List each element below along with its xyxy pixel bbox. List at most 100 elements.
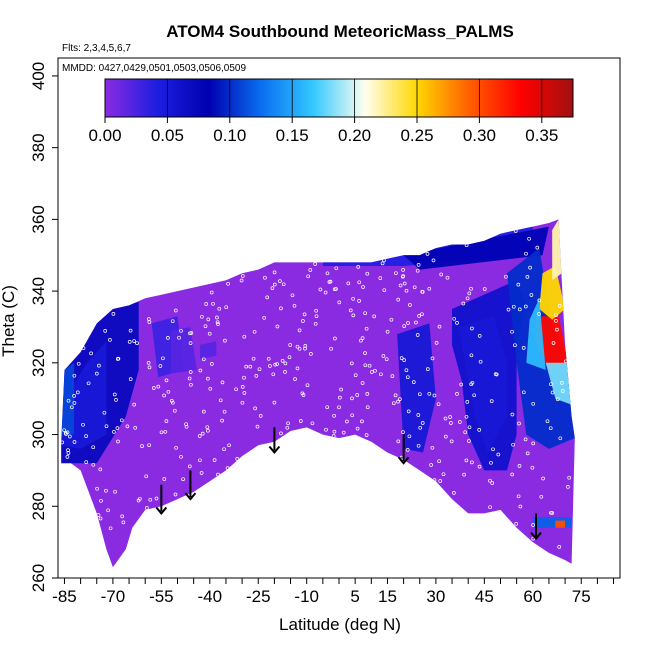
observation-point: [147, 443, 151, 448]
colorbar-tick-label: 0.25: [400, 126, 433, 145]
observation-point: [313, 262, 318, 266]
observation-point: [365, 271, 370, 276]
observation-point: [414, 320, 418, 325]
observation-point: [360, 381, 365, 385]
y-tick-label: 260: [29, 564, 48, 592]
observation-point: [537, 298, 542, 303]
colorbar-tick-label: 0.00: [88, 126, 121, 145]
observation-point: [467, 439, 471, 443]
y-axis-title: Theta (C): [0, 285, 18, 357]
observation-point: [66, 451, 71, 455]
observation-point: [162, 477, 167, 481]
observation-point: [557, 545, 562, 549]
observation-point: [407, 434, 412, 439]
observation-point: [402, 324, 407, 328]
observation-point: [235, 457, 240, 461]
observation-point: [469, 286, 473, 291]
region-hot-spot-plume: [552, 219, 562, 281]
observation-point: [401, 430, 405, 434]
x-tick-label: -40: [198, 587, 223, 606]
observation-point: [346, 281, 351, 286]
observation-point: [555, 327, 559, 332]
observation-point: [140, 444, 144, 448]
observation-point: [116, 439, 120, 444]
observation-point: [523, 437, 528, 442]
observation-point: [144, 474, 149, 479]
observation-point: [472, 393, 477, 398]
observation-point: [557, 304, 562, 308]
observation-point: [566, 485, 570, 489]
observation-point: [301, 393, 306, 397]
observation-point: [560, 389, 565, 393]
x-tick-label: 60: [523, 587, 542, 606]
observation-point: [184, 422, 188, 427]
x-tick-label: 30: [426, 587, 445, 606]
observation-point: [415, 333, 420, 337]
observation-point: [531, 536, 536, 541]
observation-point: [506, 307, 511, 312]
observation-point: [401, 274, 406, 278]
observation-point: [272, 270, 277, 275]
observation-point: [111, 312, 116, 316]
observation-point: [298, 419, 303, 423]
observation-point: [396, 297, 401, 302]
observation-point: [567, 475, 572, 480]
observation-point: [459, 382, 464, 387]
down-arrow: [155, 484, 168, 516]
observation-point: [89, 351, 93, 356]
observation-point: [434, 341, 439, 345]
observation-point: [416, 263, 421, 267]
observation-point: [528, 265, 532, 270]
observation-point: [455, 321, 459, 325]
y-tick-label: 280: [29, 492, 48, 520]
observation-point: [367, 363, 372, 368]
observation-point: [511, 442, 515, 447]
observation-point: [441, 472, 446, 477]
observation-point: [349, 361, 354, 366]
observation-point: [477, 334, 482, 338]
observation-point: [209, 362, 214, 366]
observation-point: [360, 419, 364, 424]
plot-area: [61, 219, 575, 568]
colorbar-tick-label: 0.10: [213, 126, 246, 145]
observation-point: [514, 522, 519, 526]
observation-point: [517, 421, 521, 426]
observation-point: [470, 380, 475, 385]
observation-point: [373, 368, 377, 373]
observation-point: [452, 316, 457, 321]
observation-point: [272, 400, 277, 405]
observation-point: [351, 313, 356, 318]
observation-point: [279, 306, 283, 311]
observation-point: [72, 440, 77, 444]
observation-point: [283, 370, 287, 374]
observation-point: [360, 336, 365, 340]
observation-point: [255, 424, 260, 429]
observation-point: [385, 329, 390, 334]
observation-point: [357, 299, 361, 303]
observation-point: [301, 319, 305, 323]
observation-point: [390, 374, 395, 378]
observation-point: [462, 472, 466, 477]
observation-point: [469, 353, 474, 358]
observation-point: [489, 460, 493, 465]
observation-point: [478, 359, 483, 364]
observation-point: [355, 393, 360, 397]
observation-point: [271, 372, 276, 377]
observation-point: [179, 454, 183, 459]
dates-note: MMDD: 0427,0429,0501,0503,0506,0509: [62, 63, 246, 74]
observation-point: [206, 376, 210, 381]
observation-point: [268, 364, 272, 368]
observation-point: [430, 356, 435, 361]
region-low-strip-tip: [555, 520, 566, 528]
observation-point: [323, 290, 328, 295]
observation-point: [404, 368, 409, 373]
observation-point: [98, 516, 103, 521]
observation-point: [313, 321, 318, 326]
observation-point: [372, 314, 377, 319]
observation-point: [560, 381, 564, 385]
observation-point: [272, 282, 277, 287]
observation-point: [445, 275, 450, 280]
observation-point: [198, 368, 203, 373]
observation-point: [197, 434, 202, 438]
observation-point: [303, 344, 308, 348]
